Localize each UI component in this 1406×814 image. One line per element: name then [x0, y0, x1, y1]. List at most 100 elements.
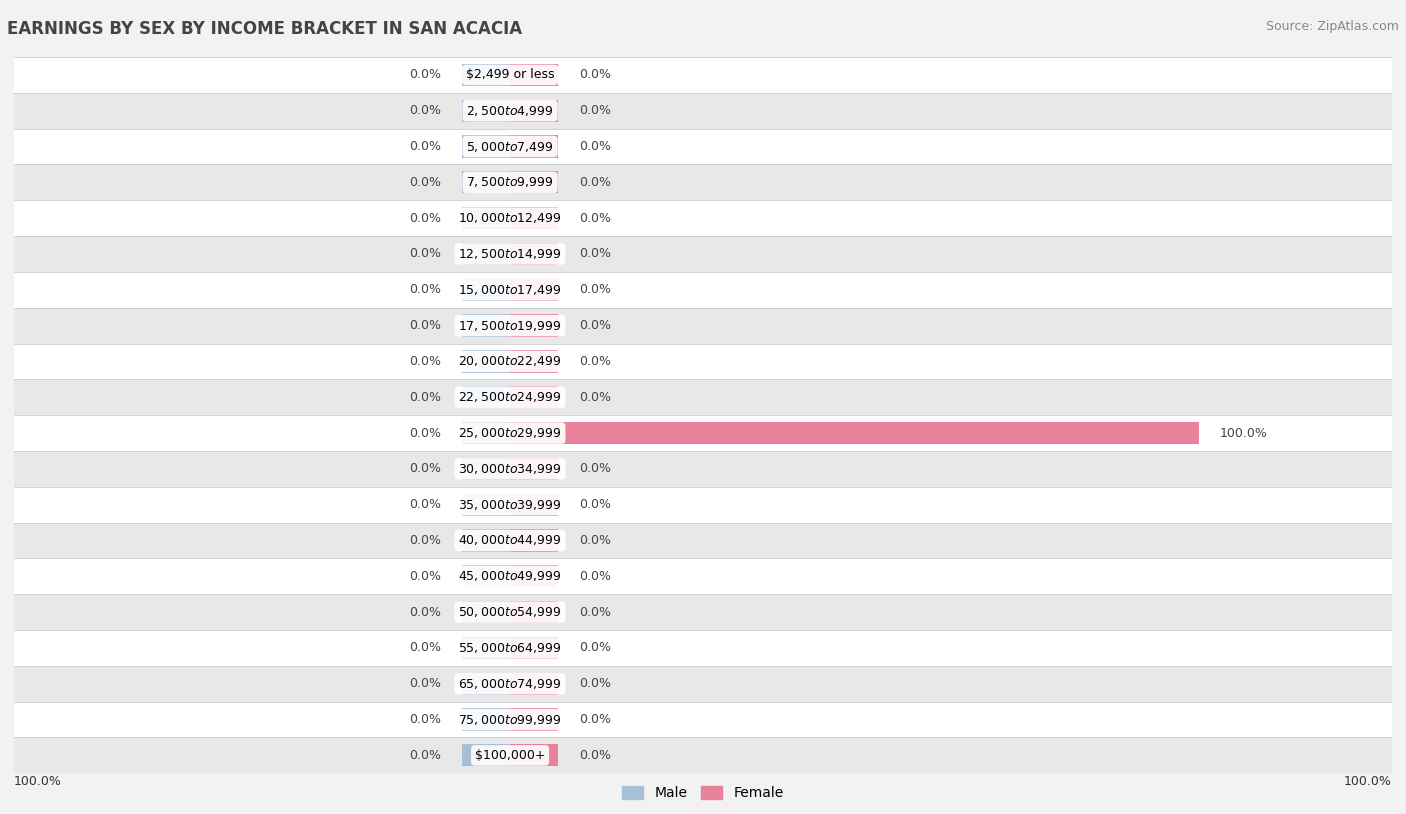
Text: $20,000 to $22,499: $20,000 to $22,499: [458, 354, 562, 369]
Text: 0.0%: 0.0%: [409, 140, 441, 153]
Text: 0.0%: 0.0%: [579, 212, 612, 225]
Text: 0.0%: 0.0%: [579, 319, 612, 332]
Bar: [510, 171, 558, 194]
Bar: [14, 57, 1392, 93]
Bar: [14, 523, 1392, 558]
Text: $45,000 to $49,999: $45,000 to $49,999: [458, 569, 562, 584]
Bar: [14, 594, 1392, 630]
Bar: [510, 350, 558, 373]
Text: 0.0%: 0.0%: [409, 212, 441, 225]
Bar: [14, 630, 1392, 666]
Bar: [14, 379, 1392, 415]
Bar: [461, 672, 510, 695]
Bar: [14, 451, 1392, 487]
Text: 0.0%: 0.0%: [579, 355, 612, 368]
Text: 0.0%: 0.0%: [579, 641, 612, 654]
Text: $12,500 to $14,999: $12,500 to $14,999: [458, 247, 562, 261]
Bar: [14, 272, 1392, 308]
Text: $40,000 to $44,999: $40,000 to $44,999: [458, 533, 562, 548]
Bar: [14, 558, 1392, 594]
Bar: [14, 308, 1392, 344]
Bar: [14, 164, 1392, 200]
Text: 0.0%: 0.0%: [409, 534, 441, 547]
Text: 0.0%: 0.0%: [579, 283, 612, 296]
Bar: [510, 63, 558, 86]
Bar: [14, 344, 1392, 379]
Text: $50,000 to $54,999: $50,000 to $54,999: [458, 605, 562, 619]
Text: 0.0%: 0.0%: [579, 606, 612, 619]
Text: 0.0%: 0.0%: [579, 534, 612, 547]
Text: 100.0%: 100.0%: [14, 775, 62, 788]
Text: $35,000 to $39,999: $35,000 to $39,999: [458, 497, 562, 512]
Text: 0.0%: 0.0%: [409, 570, 441, 583]
Text: $17,500 to $19,999: $17,500 to $19,999: [458, 318, 562, 333]
Bar: [461, 422, 510, 444]
Text: 0.0%: 0.0%: [579, 176, 612, 189]
Bar: [461, 529, 510, 552]
Text: 0.0%: 0.0%: [579, 570, 612, 583]
Text: 0.0%: 0.0%: [579, 104, 612, 117]
Bar: [461, 63, 510, 86]
Bar: [14, 93, 1392, 129]
Bar: [14, 702, 1392, 737]
Text: $2,499 or less: $2,499 or less: [465, 68, 554, 81]
Bar: [510, 744, 558, 767]
Bar: [510, 637, 558, 659]
Bar: [461, 637, 510, 659]
Text: $75,000 to $99,999: $75,000 to $99,999: [458, 712, 562, 727]
Text: $2,500 to $4,999: $2,500 to $4,999: [467, 103, 554, 118]
Bar: [461, 493, 510, 516]
Text: EARNINGS BY SEX BY INCOME BRACKET IN SAN ACACIA: EARNINGS BY SEX BY INCOME BRACKET IN SAN…: [7, 20, 522, 38]
Bar: [461, 744, 510, 767]
Bar: [510, 529, 558, 552]
Text: 0.0%: 0.0%: [579, 713, 612, 726]
Bar: [461, 171, 510, 194]
Bar: [461, 350, 510, 373]
Bar: [510, 422, 1199, 444]
Text: 0.0%: 0.0%: [409, 427, 441, 440]
Bar: [461, 135, 510, 158]
Legend: Male, Female: Male, Female: [617, 781, 789, 806]
Bar: [461, 278, 510, 301]
Bar: [510, 457, 558, 480]
Text: $25,000 to $29,999: $25,000 to $29,999: [458, 426, 562, 440]
Text: 0.0%: 0.0%: [409, 283, 441, 296]
Bar: [510, 386, 558, 409]
Bar: [14, 737, 1392, 773]
Text: $55,000 to $64,999: $55,000 to $64,999: [458, 641, 562, 655]
Bar: [461, 314, 510, 337]
Bar: [14, 415, 1392, 451]
Text: 0.0%: 0.0%: [409, 319, 441, 332]
Text: Source: ZipAtlas.com: Source: ZipAtlas.com: [1265, 20, 1399, 33]
Bar: [461, 386, 510, 409]
Text: 0.0%: 0.0%: [409, 677, 441, 690]
Text: 0.0%: 0.0%: [579, 498, 612, 511]
Text: 0.0%: 0.0%: [409, 749, 441, 762]
Bar: [14, 129, 1392, 164]
Text: 0.0%: 0.0%: [409, 104, 441, 117]
Bar: [461, 601, 510, 624]
Bar: [461, 243, 510, 265]
Text: 0.0%: 0.0%: [409, 462, 441, 475]
Text: $30,000 to $34,999: $30,000 to $34,999: [458, 462, 562, 476]
Bar: [14, 236, 1392, 272]
Bar: [510, 314, 558, 337]
Text: $5,000 to $7,499: $5,000 to $7,499: [467, 139, 554, 154]
Text: 0.0%: 0.0%: [579, 68, 612, 81]
Text: $15,000 to $17,499: $15,000 to $17,499: [458, 282, 562, 297]
Text: 0.0%: 0.0%: [409, 713, 441, 726]
Bar: [461, 207, 510, 230]
Text: 0.0%: 0.0%: [409, 247, 441, 260]
Bar: [461, 99, 510, 122]
Bar: [14, 487, 1392, 523]
Bar: [461, 565, 510, 588]
Bar: [510, 565, 558, 588]
Text: 0.0%: 0.0%: [409, 641, 441, 654]
Text: $10,000 to $12,499: $10,000 to $12,499: [458, 211, 562, 225]
Text: 0.0%: 0.0%: [579, 677, 612, 690]
Bar: [510, 278, 558, 301]
Text: 0.0%: 0.0%: [409, 68, 441, 81]
Text: 0.0%: 0.0%: [409, 391, 441, 404]
Bar: [510, 207, 558, 230]
Text: 100.0%: 100.0%: [1344, 775, 1392, 788]
